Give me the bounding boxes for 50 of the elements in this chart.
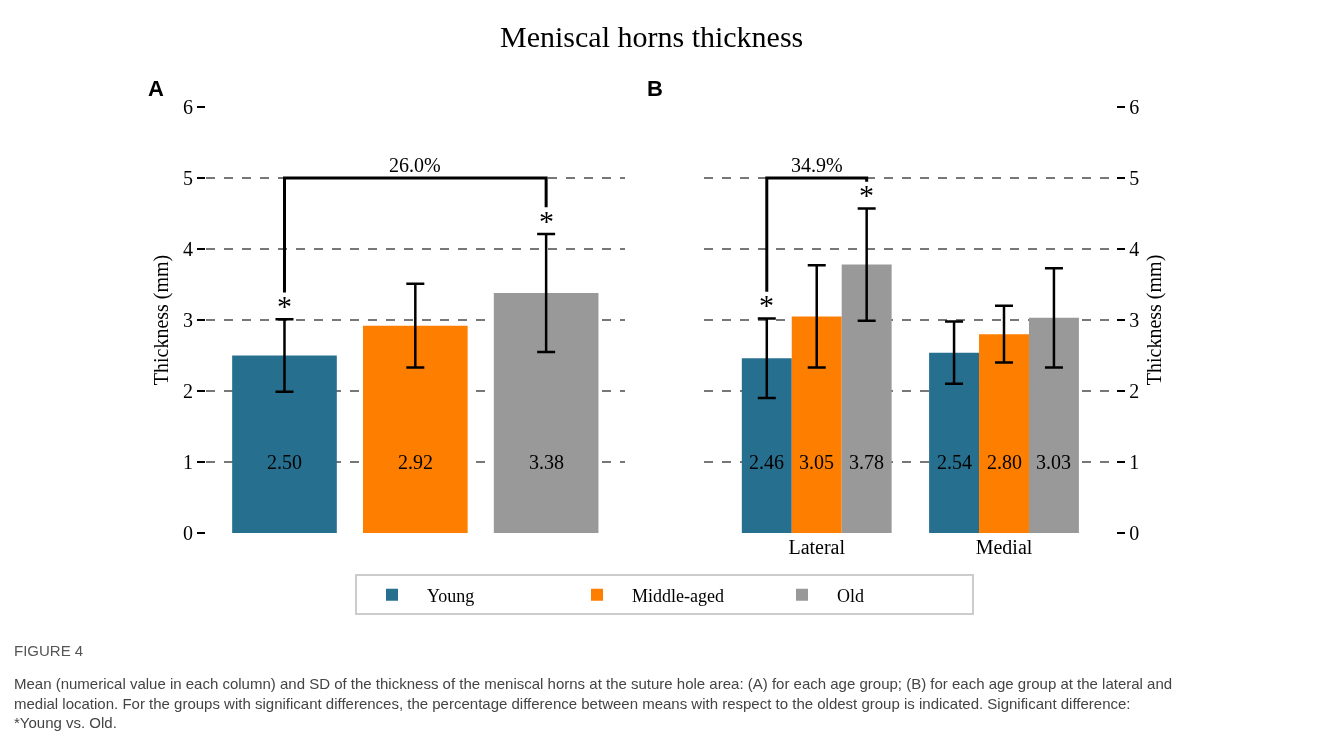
annotation: 26.0% [389,154,441,176]
data-label: 3.38 [529,451,564,473]
data-label: 3.78 [849,451,884,473]
data-label: 2.92 [398,451,433,473]
data-label: 3.03 [1036,451,1071,473]
data-label: 2.54 [937,451,972,473]
bar [1028,317,1079,533]
annotation: * [759,288,774,321]
y-tick-label: 4 [1129,237,1140,260]
y-tick-label: 6 [1129,95,1140,118]
data-label: 3.05 [799,451,834,473]
bar [232,355,337,533]
bar [493,292,599,533]
annotation: * [539,204,554,237]
caption: FIGURE 4 [14,642,84,659]
text: Mean (numerical value in each column) and SD of the thickness of the meniscal horns at the suture hole area: (A) for each age group; (B) for each age group at the lateral and medial location. For the groups with significant differences, the percentage difference between means with respect to the oldest group is indicated. Significant difference: *Young vs. Old. [14,675,1173,731]
x-tick-label: Medial [975,535,1033,558]
annotation: * [859,178,874,211]
y-tick-label: 1 [1129,450,1140,473]
chart-subtitle: B [647,76,663,101]
y-tick-label: 5 [182,166,193,189]
data-label: 2.80 [987,451,1022,473]
y-tick-label: 5 [1129,166,1140,189]
data-label: 2.46 [749,451,784,473]
x-tick-label: Lateral [788,535,846,558]
bar [841,264,892,533]
y-tick-label: 0 [182,521,193,544]
legend-label: Old [837,585,864,606]
y-tick-label: 6 [182,95,193,118]
bar [362,325,468,533]
bar [791,316,842,533]
bar [979,334,1029,533]
data-label: 2.50 [267,451,302,473]
y-axis-title: Thickness (mm) [150,254,174,386]
annotation: 34.9% [791,154,843,176]
annotation: * [277,289,292,322]
y-tick-label: 4 [182,237,193,260]
y-tick-label: 3 [182,308,193,331]
y-axis-title: Thickness (mm) [1142,254,1166,386]
bar [741,358,792,533]
legend-label: Young [427,585,475,606]
bar [929,352,980,533]
y-tick-label: 2 [182,379,193,402]
chart-title: Meniscal horns thickness [500,20,804,53]
y-tick-label: 0 [1129,521,1140,544]
legend-label: Middle-aged [632,585,724,606]
y-tick-label: 2 [1129,379,1140,402]
chart-subtitle: A [148,76,164,101]
y-tick-label: 1 [182,450,193,473]
y-tick-label: 3 [1129,308,1140,331]
